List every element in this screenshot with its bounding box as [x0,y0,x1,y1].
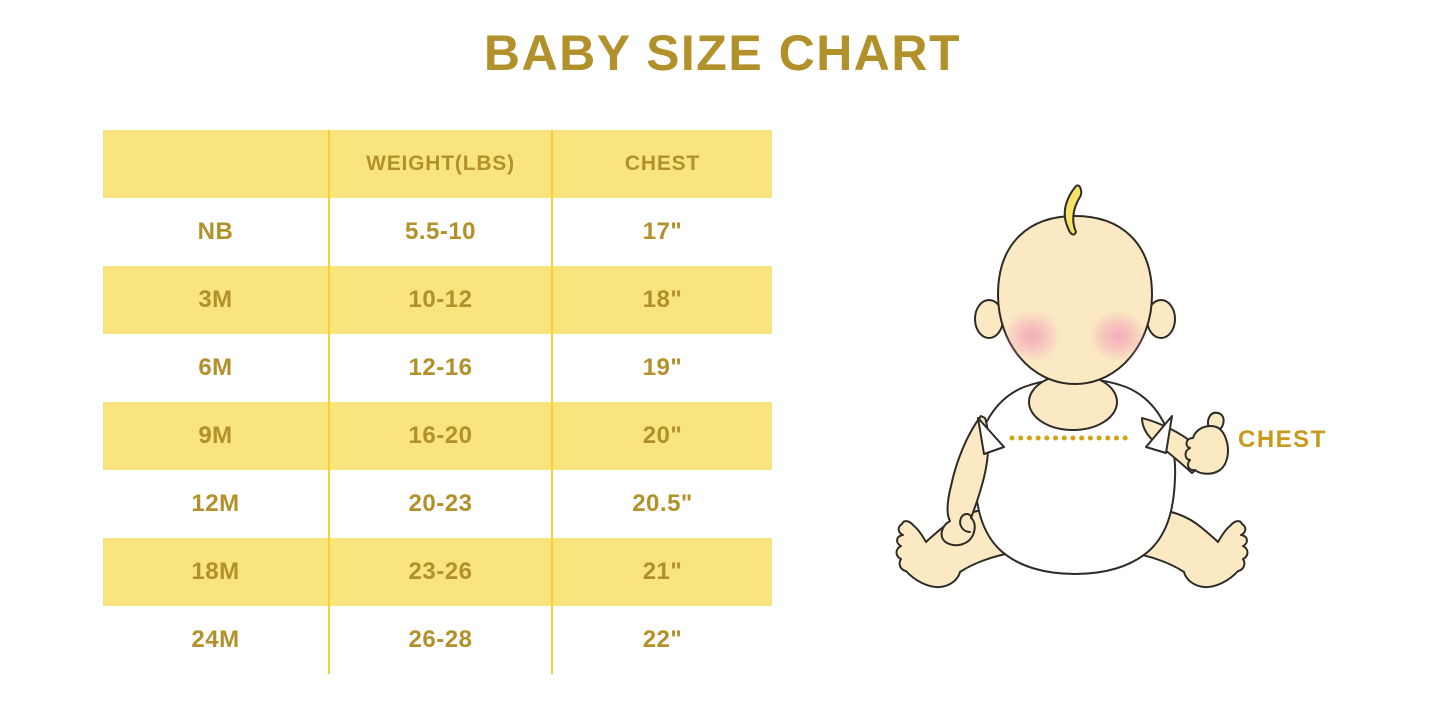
baby-left-arm [940,415,990,547]
row-12m-weight: 20-23 [328,470,551,538]
row-12m-size: 12M [191,490,240,517]
page-title: BABY SIZE CHART [483,25,962,81]
row-24m-chest: 22" [551,606,772,674]
baby-fist [1184,425,1229,475]
row-3m-size: 3M [103,266,328,334]
right-sleeve-hem [1145,415,1173,454]
row-3m-chest: 18" [551,266,772,334]
row-9m-chest: 20" [551,402,772,470]
size-table: WEIGHT(LBS) CHEST NB 5.5-10 17" 3M 10-12… [103,130,772,674]
baby-body [973,378,1177,575]
row-nb-weight: 5.5-10 [328,198,551,266]
row-nb-size: NB [197,218,234,245]
row-3m-weight: 10-12 [328,266,551,334]
row-6m-chest: 19" [551,334,772,402]
row-9m-size: 9M [103,402,328,470]
row-24m-size: 24M [191,626,240,653]
row-24m-weight: 26-28 [328,606,551,674]
row-12m-chest: 20.5" [551,470,772,538]
baby-left-cheek-blush [1003,310,1061,362]
row-6m-weight: 12-16 [328,334,551,402]
table-header-size [103,130,328,198]
chest-label: CHEST [1238,426,1327,453]
left-sleeve-hem [977,417,1005,455]
baby-hair-tuft [1063,184,1083,236]
row-18m-size: 18M [103,538,328,606]
row-nb-chest: 17" [551,198,772,266]
row-18m-chest: 21" [551,538,772,606]
baby-right-cheek-blush [1089,310,1147,362]
row-18m-weight: 23-26 [328,538,551,606]
row-6m-size: 6M [198,354,233,381]
table-header-chest: CHEST [551,130,772,198]
baby-illustration-svg: CHEST [895,184,1327,589]
table-header-weight: WEIGHT(LBS) [328,130,551,198]
baby-left-hand-curl [959,513,973,533]
baby-illustration: CHEST [880,180,1340,650]
row-9m-weight: 16-20 [328,402,551,470]
